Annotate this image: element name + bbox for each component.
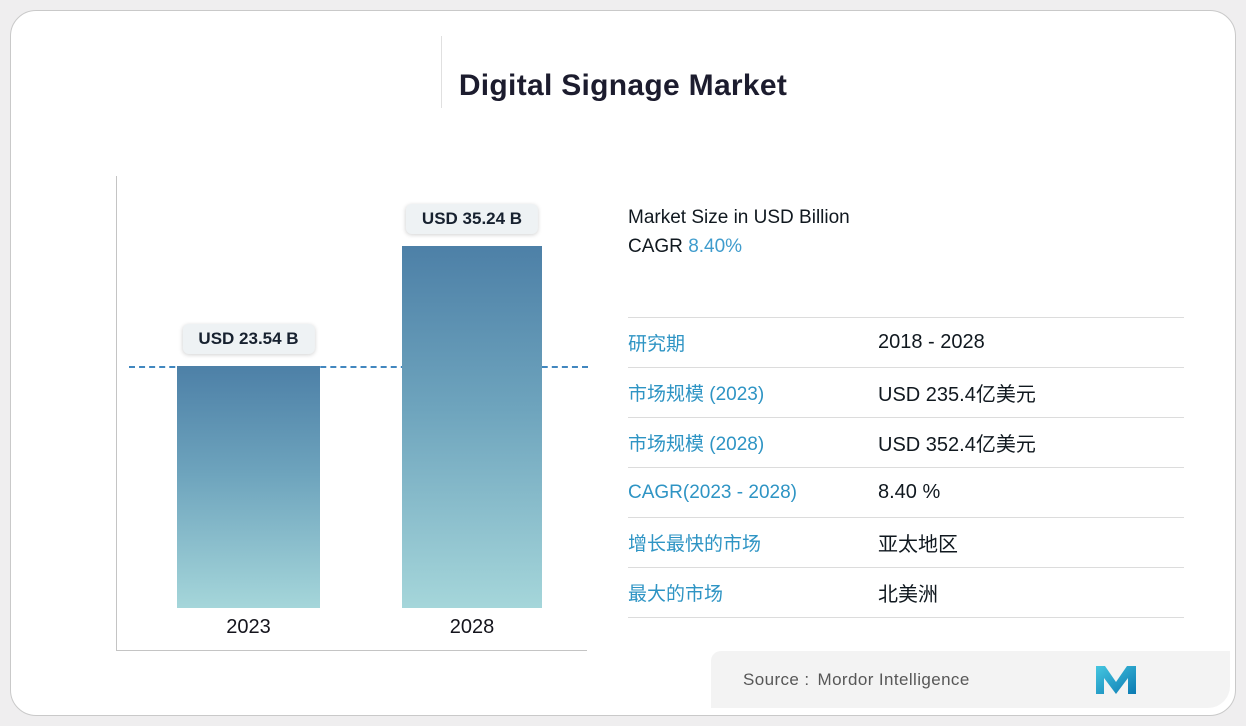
market-info-block: Market Size in USD Billion CAGR 8.40% xyxy=(628,203,850,261)
cagr-line: CAGR 8.40% xyxy=(628,232,850,261)
table-row: 最大的市场 北美洲 xyxy=(628,568,1184,618)
row-value: 北美洲 xyxy=(878,584,938,606)
bar-group-2028: USD 35.24 B xyxy=(402,176,542,608)
page-title: Digital Signage Market xyxy=(458,69,788,102)
market-size-label: Market Size in USD Billion xyxy=(628,207,850,228)
row-label: 最大的市场 xyxy=(628,584,724,605)
row-label: 增长最快的市场 xyxy=(628,534,762,555)
row-value: 2018 - 2028 xyxy=(878,331,985,353)
bar-value-badge: USD 23.54 B xyxy=(182,324,315,354)
row-label: 市场规模 (2028) xyxy=(628,434,765,455)
title-divider xyxy=(441,36,442,108)
cagr-label: CAGR xyxy=(628,236,683,257)
bar-2028 xyxy=(402,246,542,608)
table-row: 增长最快的市场 亚太地区 xyxy=(628,518,1184,568)
row-label: 研究期 xyxy=(628,334,686,355)
key-facts-table: 研究期 2018 - 2028 市场规模 (2023) USD 235.4亿美元… xyxy=(628,317,1184,618)
row-value: USD 235.4亿美元 xyxy=(878,384,1036,406)
bar-value-badge: USD 35.24 B xyxy=(405,204,539,234)
table-row: 研究期 2018 - 2028 xyxy=(628,318,1184,368)
source-bar: Source : Mordor Intelligence xyxy=(711,651,1230,708)
row-value: USD 352.4亿美元 xyxy=(878,434,1036,456)
bar-2023 xyxy=(177,366,320,608)
source-name: Mordor Intelligence xyxy=(817,669,970,689)
row-label: 市场规模 (2023) xyxy=(628,384,765,405)
table-row: 市场规模 (2028) USD 352.4亿美元 xyxy=(628,418,1184,468)
chart-plot-area: USD 23.54 B USD 35.24 B xyxy=(117,176,588,608)
x-axis-label-2028: 2028 xyxy=(449,616,495,638)
bar-group-2023: USD 23.54 B xyxy=(177,176,320,608)
x-axis-label-2023: 2023 xyxy=(226,616,271,638)
infographic-card: Digital Signage Market USD 23.54 B USD 3… xyxy=(10,10,1236,716)
table-row: CAGR(2023 - 2028) 8.40 % xyxy=(628,468,1184,518)
cagr-value: 8.40% xyxy=(688,236,743,257)
row-label: CAGR(2023 - 2028) xyxy=(628,481,797,503)
row-value: 亚太地区 xyxy=(878,534,958,556)
mordor-intelligence-logo-icon xyxy=(1094,665,1138,695)
row-value: 8.40 % xyxy=(878,481,941,503)
table-row: 市场规模 (2023) USD 235.4亿美元 xyxy=(628,368,1184,418)
bar-chart: USD 23.54 B USD 35.24 B 2023 2028 xyxy=(116,176,588,651)
reference-dashed-line xyxy=(129,366,588,368)
source-label: Source : xyxy=(743,669,810,689)
